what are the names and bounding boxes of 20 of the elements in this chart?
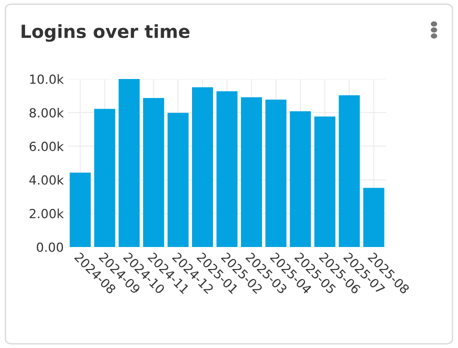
bar: [118, 79, 140, 247]
bar: [314, 116, 336, 247]
y-tick-label: 0.00: [36, 242, 64, 252]
bar: [216, 91, 238, 247]
y-tick-label: 8.00k: [30, 108, 64, 118]
bar: [168, 112, 189, 247]
y-tick-label: 4.00k: [29, 175, 64, 185]
y-tick-label: 2.00k: [30, 208, 64, 218]
bar: [143, 98, 164, 247]
bar: [338, 95, 360, 247]
y-tick-label: 6.00k: [30, 141, 64, 152]
bar: [192, 87, 214, 247]
bar: [265, 100, 286, 247]
y-tick-label: 10.0k: [30, 74, 64, 84]
bar: [70, 172, 91, 247]
bar: [363, 188, 384, 247]
bar: [240, 97, 262, 247]
bar: [94, 108, 116, 247]
bar: [290, 111, 311, 247]
chart-title: Logins over time: [22, 24, 190, 42]
